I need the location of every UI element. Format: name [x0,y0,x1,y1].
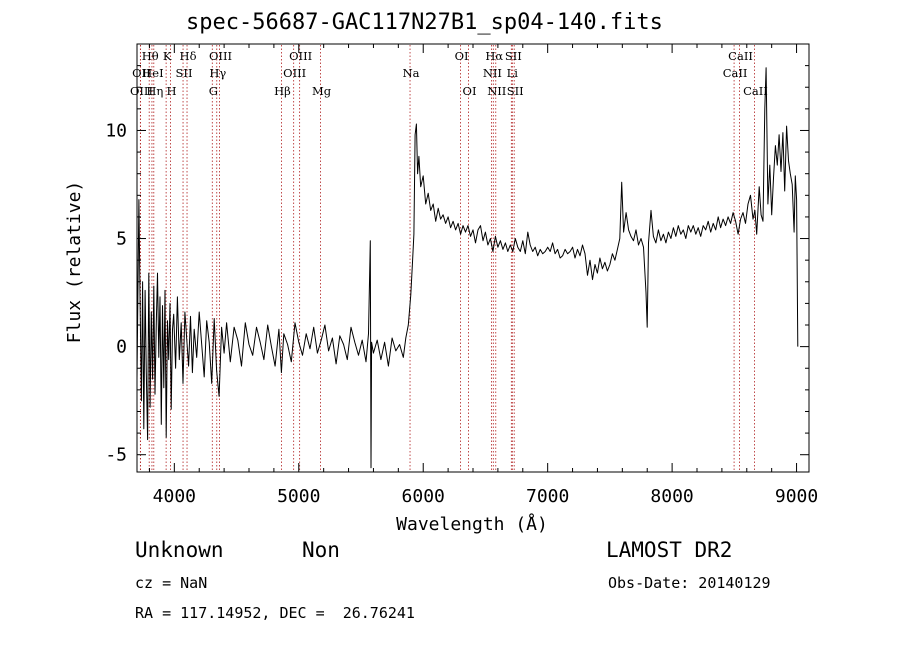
line-marker-label: H [166,84,176,98]
plot-frame [136,43,810,473]
line-marker-label: CaII [728,49,753,63]
line-marker-label: NII [487,84,506,98]
emission-line-markers [139,45,755,471]
line-marker-label: OIII [283,66,306,80]
line-marker-label: Hα [485,49,503,63]
x-tick-label: 9000 [775,486,818,507]
x-tick-label: 5000 [277,486,320,507]
line-marker-label: CaII [723,66,748,80]
line-marker-label: NII [483,66,502,80]
line-marker-label: HeI [142,66,163,80]
line-marker-label: SII [505,49,522,63]
line-marker-label: G [209,84,218,98]
redshift-cz: cz = NaN [135,574,208,592]
line-marker-label: Na [403,66,420,80]
coordinates: RA = 117.14952, DEC = 26.76241 [135,604,415,622]
line-marker-label: SII [507,84,524,98]
x-tick-label: 7000 [526,486,569,507]
line-marker-label: SII [176,66,193,80]
line-marker-label: OIII [130,84,153,98]
line-marker-label: OI [455,49,469,63]
y-tick-label: 10 [105,120,127,141]
line-marker-label: Hδ [180,49,197,63]
x-tick-label: 6000 [402,486,445,507]
y-tick-label: 0 [116,337,127,358]
line-marker-label: OIII [289,49,312,63]
x-axis: 4000 5000 6000 7000 8000 9000 [148,44,818,507]
x-tick-label: 8000 [650,486,693,507]
line-marker-label: Hθ [142,49,159,63]
object-subclass: Non [302,538,340,562]
y-tick-label: -5 [105,445,127,466]
observation-date: Obs-Date: 20140129 [608,574,771,592]
line-marker-label: CaII [743,84,768,98]
spectrum-series-line [136,67,799,469]
line-marker-label: K [163,49,172,63]
line-marker-label: Hη [146,84,163,98]
line-marker-label: Mg [312,84,332,98]
y-axis: -5 0 5 10 [105,65,809,466]
object-class: Unknown [135,538,224,562]
chart-title: spec-56687-GAC117N27B1_sp04-140.fits [186,10,663,35]
line-marker-label: Hβ [274,84,291,98]
survey-name: LAMOST DR2 [606,538,733,562]
x-tick-label: 4000 [153,486,196,507]
y-axis-label: Flux (relative) [64,181,85,344]
line-marker-label: Hγ [209,66,226,80]
line-marker-label: OI [463,84,477,98]
line-marker-label: Li [507,66,519,80]
y-tick-label: 5 [116,229,127,250]
line-marker-label: OIII [209,49,232,63]
x-axis-label: Wavelength (Å) [396,513,548,535]
